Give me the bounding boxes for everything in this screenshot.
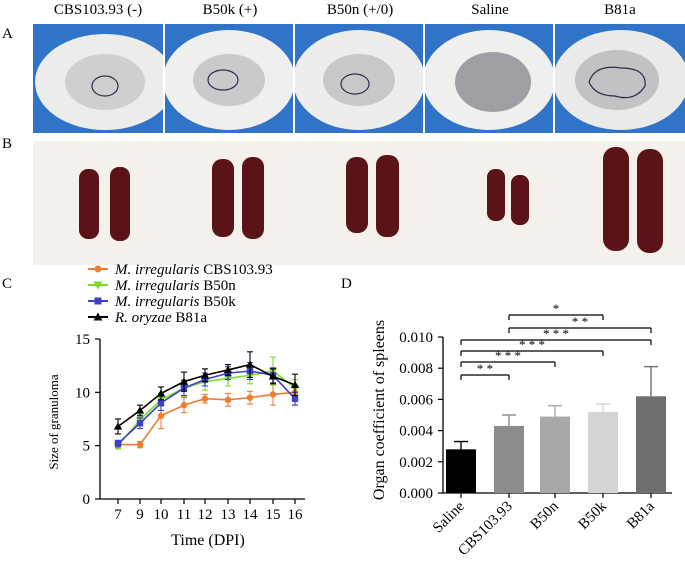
bar (446, 449, 476, 493)
data-point (268, 372, 278, 380)
photo-title-4: Saline (471, 2, 509, 18)
y-tick-label: 10 (75, 385, 90, 401)
data-point (224, 396, 232, 403)
legend-marker (93, 281, 103, 290)
data-point (290, 380, 300, 389)
mouse-photo-1 (33, 24, 163, 133)
data-point (179, 377, 189, 385)
data-point (269, 391, 277, 398)
granuloma-line-chart: M. irregularis CBS103.93M. irregularis B… (46, 262, 305, 549)
x-tick-label: B50n (528, 498, 563, 533)
x-tick-label: Saline (430, 498, 468, 536)
panel-label-d: D (341, 276, 352, 292)
data-point (114, 440, 122, 447)
bar (636, 396, 666, 493)
y-axis-label: Size of granuloma (46, 374, 61, 470)
data-point (245, 360, 255, 368)
significance-label: * * (477, 361, 493, 376)
data-point (200, 371, 210, 379)
significance-label: * * * (495, 348, 521, 363)
significance-label: * * * (519, 337, 545, 352)
legend: M. irregularis CBS103.93M. irregularis B… (88, 262, 273, 326)
mouse-photo-2 (165, 24, 293, 133)
data-point (156, 389, 166, 397)
legend-marker (93, 312, 103, 321)
data-point (135, 406, 145, 414)
bar (494, 425, 524, 493)
mouse-photo-5 (555, 24, 685, 133)
data-point (201, 395, 209, 402)
x-tick-label: 11 (177, 507, 191, 523)
photo-title-3: B50n (+/0) (326, 2, 394, 18)
x-tick-label: 7 (114, 507, 122, 523)
data-point (157, 412, 165, 419)
data-point (180, 401, 188, 409)
x-tick-label: 13 (221, 507, 236, 523)
mouse-photo-4 (425, 24, 553, 133)
data-point (246, 394, 254, 401)
x-tick-label: 12 (198, 507, 213, 523)
bar (540, 416, 570, 493)
x-axis-label: Time (DPI) (171, 532, 245, 549)
y-tick-label: 0.008 (399, 361, 433, 377)
y-tick-label: 0.006 (399, 392, 433, 408)
y-tick-label: 0.010 (399, 330, 433, 346)
mouse-photo-3 (295, 24, 423, 133)
spleen-bar-chart: Organ coefficient of spleens 0.000 0.002 0… (371, 301, 672, 559)
y-tick-label: 0.000 (399, 486, 433, 502)
x-tick-label: 9 (136, 507, 144, 523)
y-tick-label: 15 (75, 332, 90, 348)
significance-label: * * * (543, 326, 569, 341)
x-tick-label: B81a (624, 498, 658, 532)
legend-marker (94, 265, 102, 273)
data-point (136, 420, 144, 427)
y-tick-label: 0.004 (399, 424, 433, 440)
y-tick-label: 5 (83, 439, 91, 455)
legend-label: R. oryzae B81a (114, 310, 207, 326)
data-point (113, 422, 123, 430)
photo-title-2: B50k (+) (202, 2, 258, 18)
photo-title-1: CBS103.93 (-) (53, 2, 143, 18)
legend-marker (94, 297, 102, 305)
y-tick-label: 0 (83, 492, 91, 508)
spleen-photo-row (33, 141, 685, 265)
data-point (291, 395, 299, 402)
y-tick-label: 0.002 (399, 455, 433, 471)
data-point (136, 441, 144, 448)
legend-label: M. irregularis CBS103.93 (114, 262, 273, 278)
x-tick-label: 16 (288, 507, 304, 523)
x-tick-label: 14 (243, 507, 259, 523)
data-point (223, 365, 233, 374)
bar (588, 411, 618, 493)
panel-label-c: C (2, 276, 13, 292)
significance-label: * (553, 301, 560, 316)
legend-label: M. irregularis B50n (114, 278, 236, 294)
x-tick-label: B50k (576, 498, 611, 533)
x-tick-label: 15 (266, 507, 281, 523)
panel-label-a: A (2, 26, 13, 42)
y-axis-label: Organ coefficient of spleens (371, 320, 388, 500)
legend-label: M. irregularis B50k (114, 294, 236, 310)
data-point (157, 399, 165, 407)
significance-label: * * (572, 314, 588, 329)
x-tick-label: 10 (154, 507, 169, 523)
panel-label-b: B (2, 136, 13, 152)
photo-title-5: B81a (604, 2, 636, 18)
